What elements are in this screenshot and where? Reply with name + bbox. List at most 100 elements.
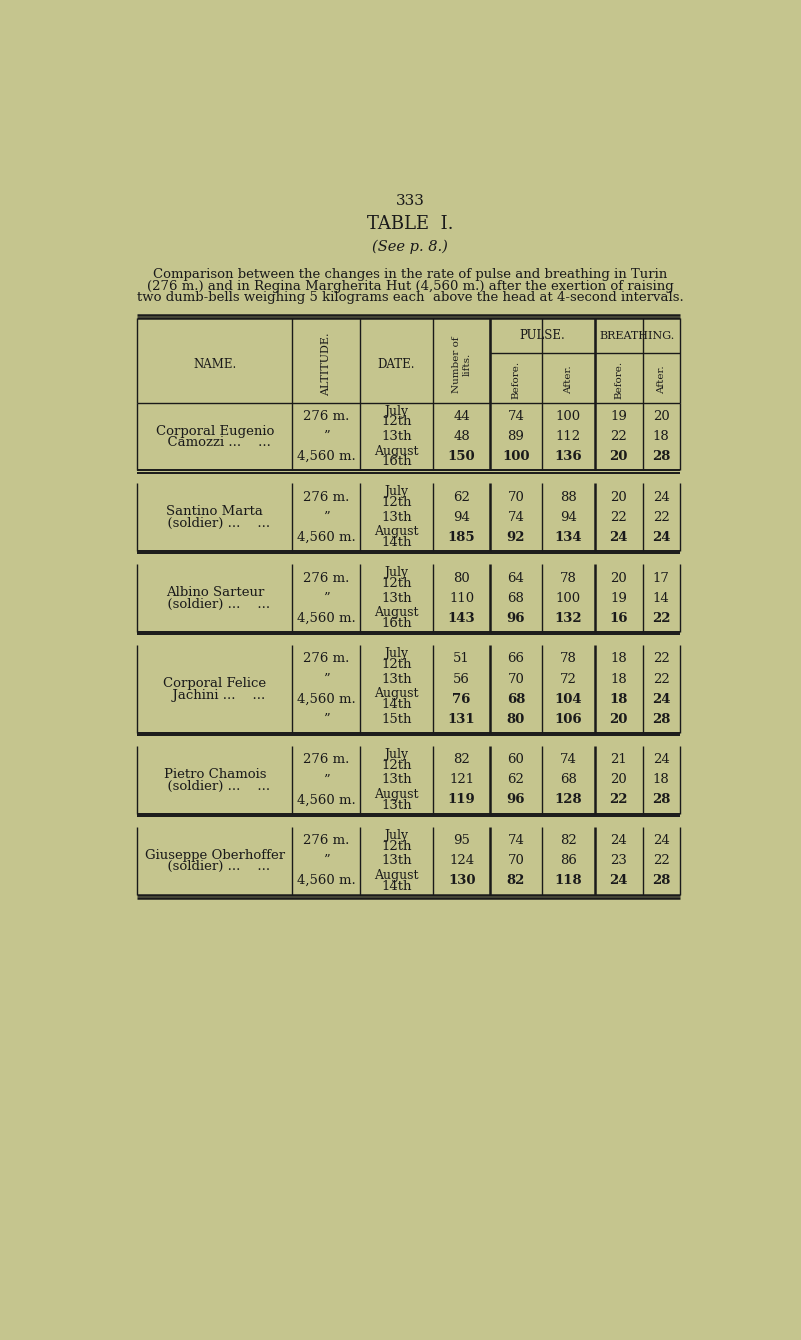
Text: (soldier) ...    ...: (soldier) ... ... — [159, 598, 271, 611]
Text: 118: 118 — [554, 874, 582, 887]
Text: 89: 89 — [508, 430, 525, 444]
Text: 12th: 12th — [381, 415, 412, 429]
Text: 121: 121 — [449, 773, 474, 787]
Text: 185: 185 — [448, 531, 476, 544]
Text: July: July — [384, 748, 409, 761]
Text: 64: 64 — [508, 572, 525, 584]
Text: 28: 28 — [652, 793, 670, 807]
Text: 70: 70 — [508, 673, 525, 686]
Text: 131: 131 — [448, 713, 476, 725]
Text: 110: 110 — [449, 592, 474, 604]
Text: 128: 128 — [554, 793, 582, 807]
Text: July: July — [384, 647, 409, 661]
Text: 18: 18 — [653, 430, 670, 444]
Text: 16: 16 — [610, 611, 628, 624]
Text: 276 m.: 276 m. — [303, 410, 349, 423]
Text: 20: 20 — [653, 410, 670, 423]
Text: PULSE.: PULSE. — [519, 330, 566, 342]
Text: 51: 51 — [453, 653, 470, 666]
Text: 24: 24 — [652, 693, 670, 706]
Text: August: August — [374, 606, 419, 619]
Text: 18: 18 — [610, 653, 627, 666]
Text: ”: ” — [323, 773, 329, 787]
Text: 333: 333 — [396, 194, 425, 208]
Text: 68: 68 — [508, 592, 525, 604]
Text: 24: 24 — [610, 835, 627, 847]
Text: 18: 18 — [610, 693, 628, 706]
Text: 76: 76 — [453, 693, 471, 706]
Text: August: August — [374, 868, 419, 882]
Text: 70: 70 — [508, 490, 525, 504]
Text: 104: 104 — [554, 693, 582, 706]
Text: ”: ” — [323, 713, 329, 725]
Text: 20: 20 — [610, 450, 628, 464]
Text: 24: 24 — [653, 753, 670, 766]
Text: August: August — [374, 687, 419, 699]
Text: 119: 119 — [448, 793, 476, 807]
Text: Santino Marta: Santino Marta — [167, 505, 264, 519]
Text: ”: ” — [323, 854, 329, 867]
Text: 24: 24 — [652, 531, 670, 544]
Text: two dumb-bells weighing 5 kilograms each  above the head at 4-second intervals.: two dumb-bells weighing 5 kilograms each… — [137, 291, 683, 304]
Text: 20: 20 — [610, 713, 628, 725]
Text: 112: 112 — [556, 430, 581, 444]
Text: 132: 132 — [554, 611, 582, 624]
Text: 276 m.: 276 m. — [303, 653, 349, 666]
Text: BREATHING.: BREATHING. — [600, 331, 674, 340]
Text: 143: 143 — [448, 611, 476, 624]
Text: 22: 22 — [653, 673, 670, 686]
Text: 48: 48 — [453, 430, 470, 444]
Text: 70: 70 — [508, 854, 525, 867]
Text: 4,560 m.: 4,560 m. — [296, 450, 356, 464]
Text: Corporal Eugenio: Corporal Eugenio — [155, 425, 274, 438]
Text: 74: 74 — [508, 835, 525, 847]
Text: 19: 19 — [610, 410, 627, 423]
Text: 100: 100 — [502, 450, 529, 464]
Text: 13th: 13th — [381, 854, 412, 867]
Text: 17: 17 — [653, 572, 670, 584]
Text: 22: 22 — [610, 511, 627, 524]
Text: Before.: Before. — [511, 360, 521, 399]
Text: Corporal Felice: Corporal Felice — [163, 677, 267, 690]
Text: 56: 56 — [453, 673, 470, 686]
Text: July: July — [384, 567, 409, 579]
Text: (See p. 8.): (See p. 8.) — [372, 240, 448, 255]
Text: 276 m.: 276 m. — [303, 572, 349, 584]
Text: 20: 20 — [610, 572, 627, 584]
Text: 19: 19 — [610, 592, 627, 604]
Text: 24: 24 — [653, 835, 670, 847]
Text: 96: 96 — [507, 793, 525, 807]
Text: 23: 23 — [610, 854, 627, 867]
Text: 16th: 16th — [381, 616, 412, 630]
Text: 12th: 12th — [381, 840, 412, 852]
Text: 276 m.: 276 m. — [303, 490, 349, 504]
Text: 22: 22 — [610, 793, 628, 807]
Text: 14th: 14th — [381, 698, 412, 712]
Text: July: July — [384, 405, 409, 418]
Text: (soldier) ...    ...: (soldier) ... ... — [159, 780, 271, 792]
Text: 100: 100 — [556, 592, 581, 604]
Text: (soldier) ...    ...: (soldier) ... ... — [159, 860, 271, 874]
Text: 14th: 14th — [381, 536, 412, 549]
Text: 68: 68 — [507, 693, 525, 706]
Text: 68: 68 — [560, 773, 577, 787]
Text: 13th: 13th — [381, 773, 412, 787]
Text: ”: ” — [323, 592, 329, 604]
Text: 78: 78 — [560, 572, 577, 584]
Text: 86: 86 — [560, 854, 577, 867]
Text: 22: 22 — [652, 611, 670, 624]
Text: 18: 18 — [610, 673, 627, 686]
Text: 4,560 m.: 4,560 m. — [296, 611, 356, 624]
Text: NAME.: NAME. — [193, 358, 236, 371]
Text: 28: 28 — [652, 450, 670, 464]
Text: 124: 124 — [449, 854, 474, 867]
Text: July: July — [384, 829, 409, 842]
Text: 134: 134 — [554, 531, 582, 544]
Text: Jachini ...    ...: Jachini ... ... — [164, 689, 265, 702]
Text: 24: 24 — [610, 531, 628, 544]
Text: 4,560 m.: 4,560 m. — [296, 693, 356, 706]
Text: 13th: 13th — [381, 511, 412, 524]
Text: 24: 24 — [610, 874, 628, 887]
Text: 22: 22 — [610, 430, 627, 444]
Text: 13th: 13th — [381, 592, 412, 604]
